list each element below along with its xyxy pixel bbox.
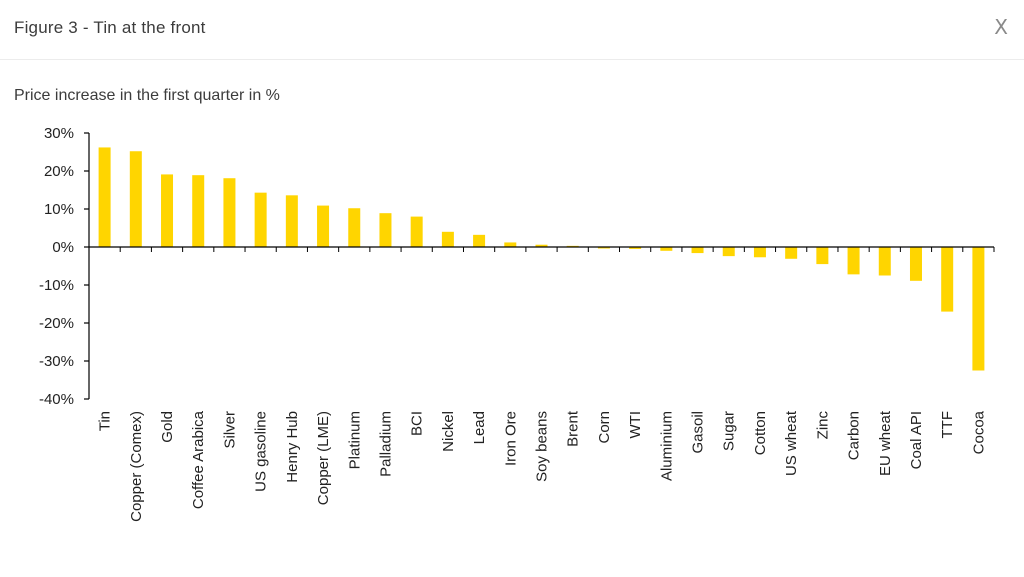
bar-10 xyxy=(410,216,423,247)
bar-26 xyxy=(909,247,922,281)
category-label: Gasoil xyxy=(690,411,707,454)
category-label: WTI xyxy=(627,411,644,439)
category-label: Nickel xyxy=(440,411,457,452)
y-tick-label: -10% xyxy=(39,277,74,294)
bar-17 xyxy=(629,247,642,249)
bar-8 xyxy=(348,208,361,247)
category-label: Aluminium xyxy=(658,411,675,481)
bar-7 xyxy=(317,205,330,247)
category-label: Henry Hub xyxy=(284,411,301,483)
category-label: Silver xyxy=(221,411,238,449)
bar-14 xyxy=(535,244,548,247)
y-tick-label: 20% xyxy=(44,163,74,180)
category-label: Coal API xyxy=(908,411,925,469)
bar-18 xyxy=(660,247,673,251)
y-tick-label: -40% xyxy=(39,391,74,408)
bar-6 xyxy=(285,195,298,247)
bar-9 xyxy=(379,213,392,247)
y-tick-labels: 30% 20% 10% 0% -10% -20% -30% -40% xyxy=(39,125,74,408)
bar-chart: 30% 20% 10% 0% -10% -20% -30% -40% Tin Copper (C… xyxy=(39,125,995,522)
category-labels: Tin Copper (Comex) Gold Coffee Arabica Silve… xyxy=(97,410,988,522)
bar-3 xyxy=(192,175,205,247)
category-label: Gold xyxy=(159,411,176,443)
bar-28 xyxy=(972,247,985,371)
category-label: TTF xyxy=(939,411,956,439)
y-tick-label: -30% xyxy=(39,353,74,370)
category-label: Sugar xyxy=(721,411,738,451)
bar-27 xyxy=(941,247,954,312)
bar-1 xyxy=(129,151,142,247)
bar-16 xyxy=(597,247,610,249)
category-label: Palladium xyxy=(377,411,394,477)
dialog-title: Figure 3 - Tin at the front xyxy=(14,18,206,37)
category-label: Coffee Arabica xyxy=(190,410,207,509)
bar-12 xyxy=(473,234,486,247)
bar-21 xyxy=(753,247,766,258)
category-label: Corn xyxy=(596,411,613,444)
bar-22 xyxy=(785,247,798,259)
y-tick-label: 0% xyxy=(52,239,74,256)
bar-13 xyxy=(504,242,517,247)
category-label: Lead xyxy=(471,411,488,444)
bar-19 xyxy=(691,247,704,254)
dialog-header: Figure 3 - Tin at the front X xyxy=(0,0,1024,60)
category-label: Iron Ore xyxy=(502,411,519,466)
chart-subtitle: Price increase in the first quarter in % xyxy=(14,87,280,104)
bar-23 xyxy=(816,247,829,265)
bar-2 xyxy=(161,174,174,247)
bar-4 xyxy=(223,178,236,247)
category-label: Cocoa xyxy=(970,410,987,454)
category-label: Cotton xyxy=(752,411,769,455)
bar-24 xyxy=(847,247,860,275)
category-label: Brent xyxy=(565,410,582,447)
category-label: Copper (LME) xyxy=(315,411,332,505)
category-label: Copper (Comex) xyxy=(128,411,145,522)
y-tick-label: 10% xyxy=(44,201,74,218)
bar-20 xyxy=(722,247,735,257)
axes-group xyxy=(84,132,995,400)
category-label: US gasoline xyxy=(253,411,270,492)
category-label: US wheat xyxy=(783,410,800,476)
y-tick-label: 30% xyxy=(44,125,74,142)
bar-25 xyxy=(878,247,891,276)
bars-group xyxy=(98,147,985,371)
y-tick-label: -20% xyxy=(39,315,74,332)
close-icon[interactable]: X xyxy=(994,15,1008,39)
category-label: EU wheat xyxy=(877,410,894,476)
category-label: Carbon xyxy=(846,411,863,460)
category-label: Soy beans xyxy=(534,411,551,482)
bar-5 xyxy=(254,192,267,247)
bar-0 xyxy=(98,147,111,247)
category-label: Zinc xyxy=(814,411,831,440)
bar-11 xyxy=(441,231,454,247)
category-label: Platinum xyxy=(346,411,363,469)
category-label: Tin xyxy=(97,411,114,431)
category-label: BCI xyxy=(409,411,426,436)
